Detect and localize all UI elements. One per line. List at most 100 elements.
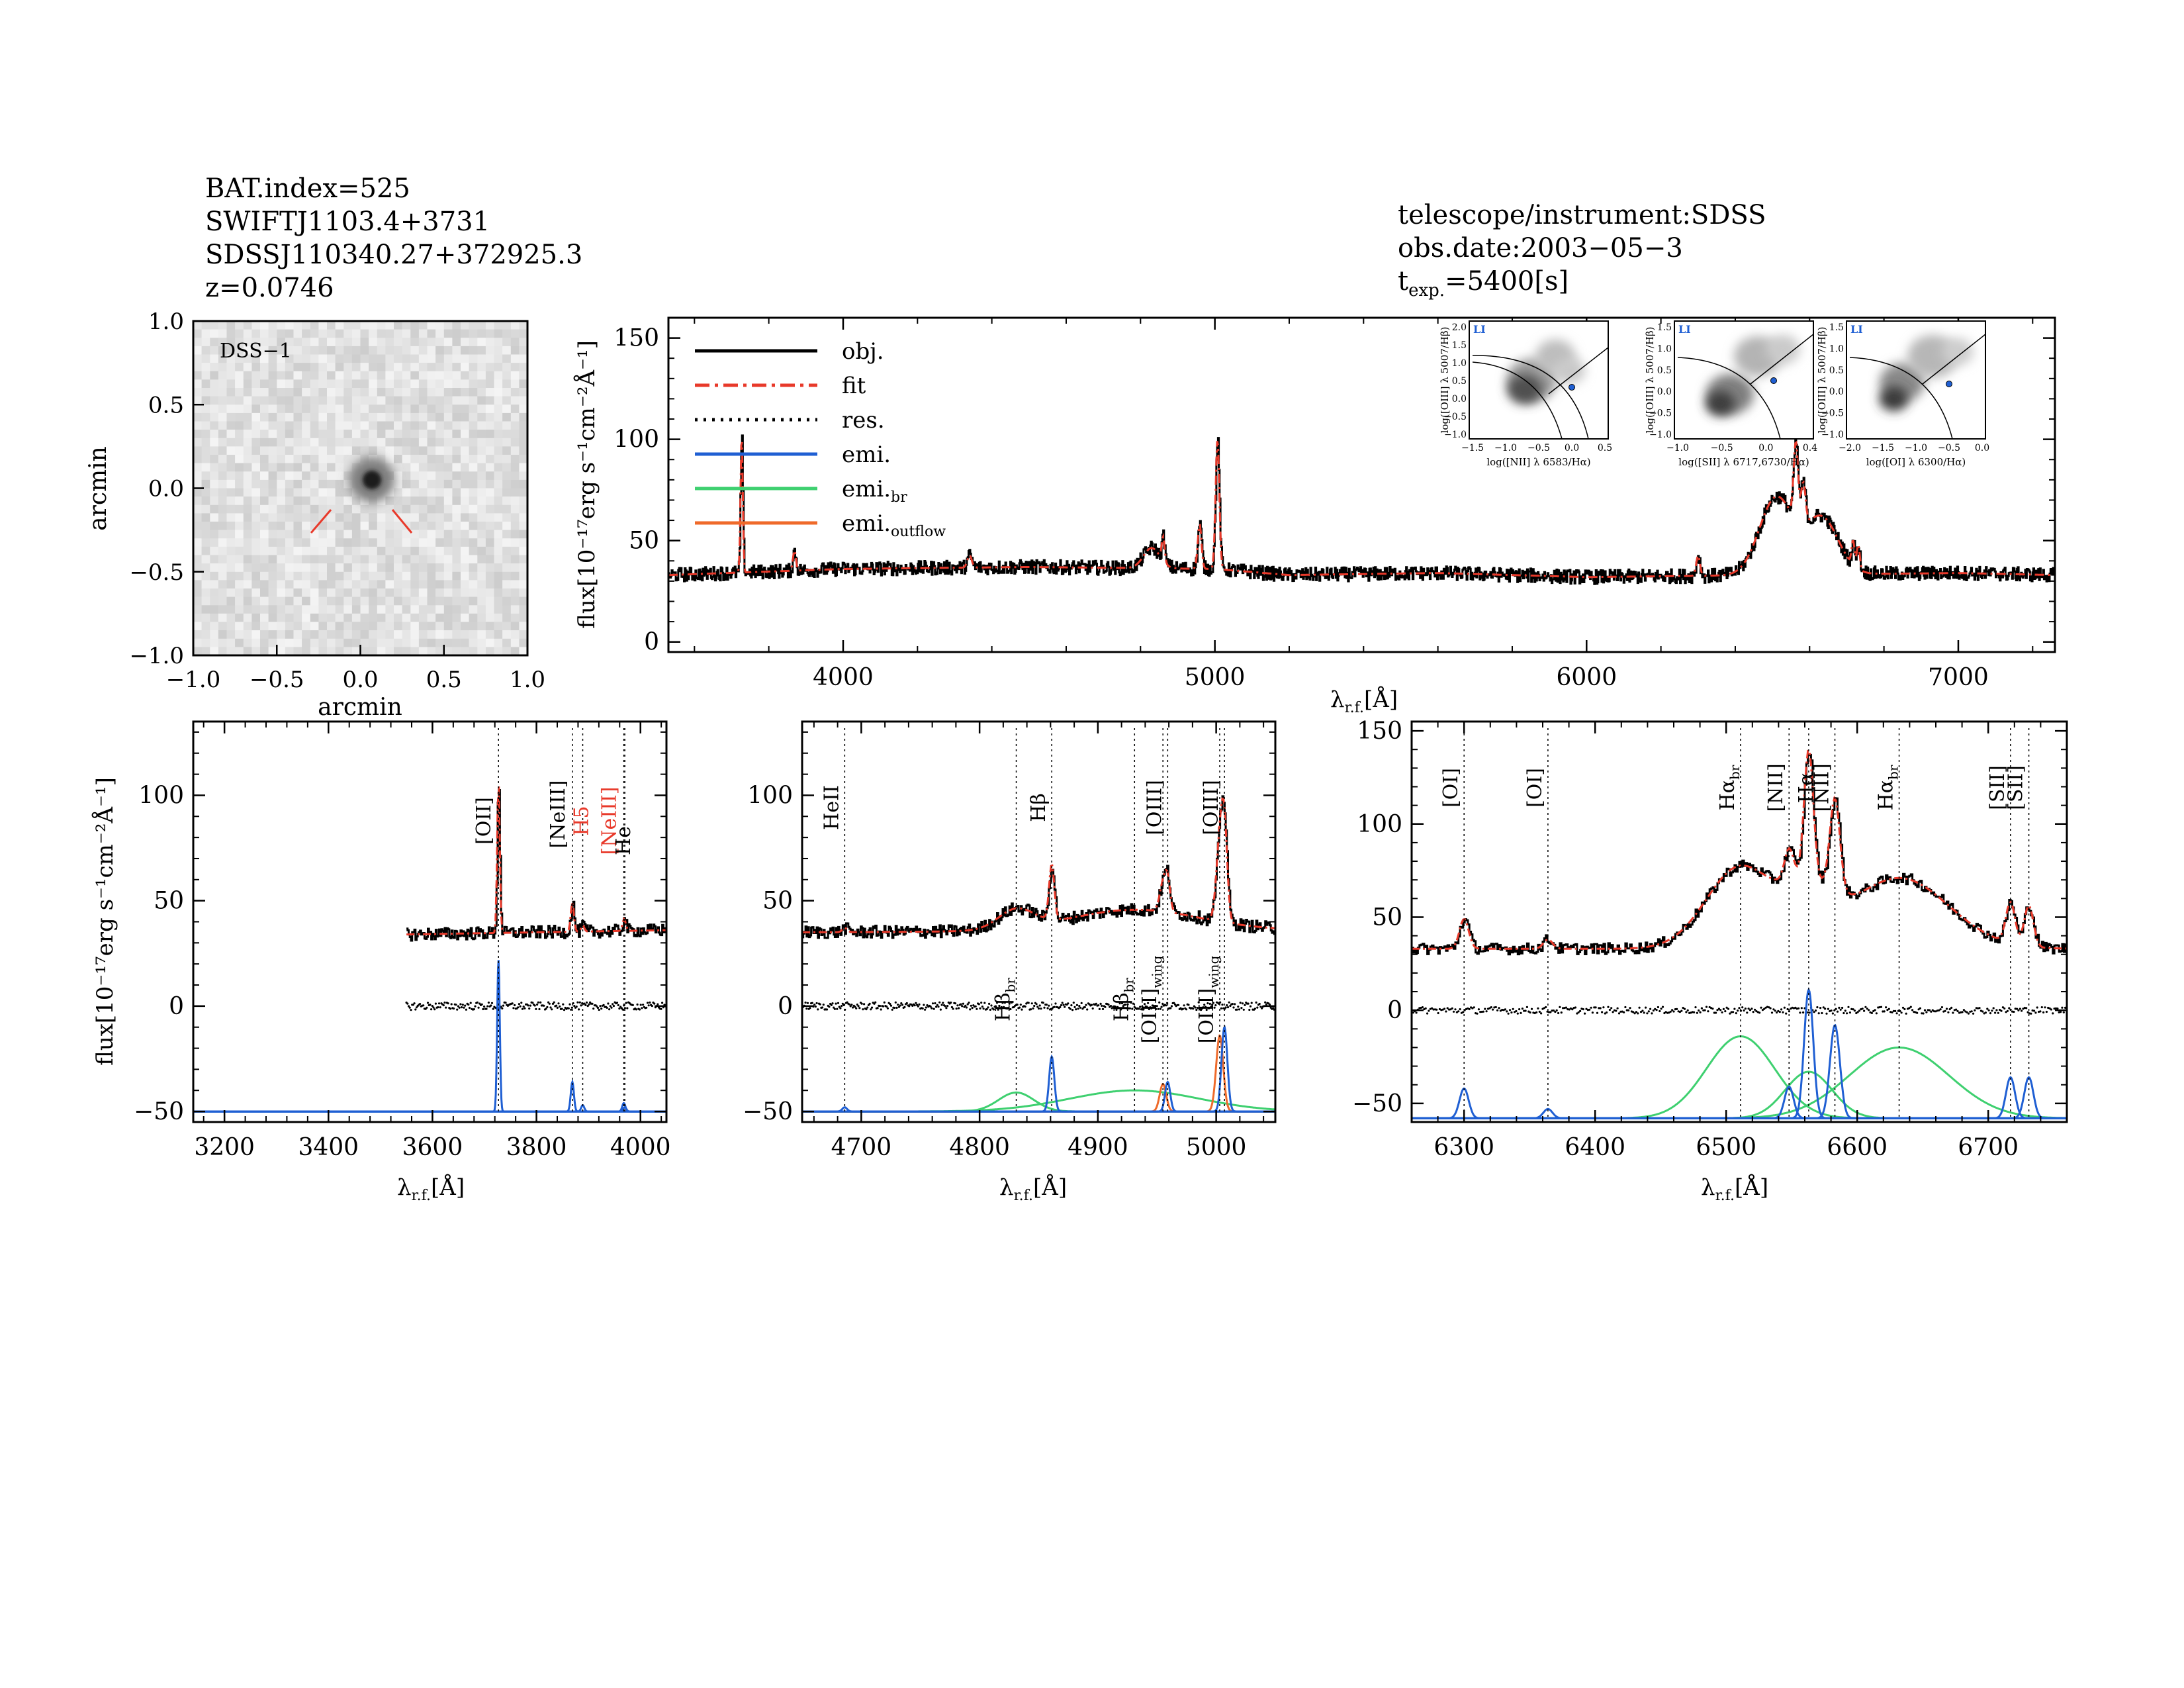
dss-pixel: [293, 513, 302, 522]
residual-point: [623, 1007, 627, 1009]
dss-pixel: [427, 530, 436, 539]
dss-pixel: [519, 588, 527, 598]
dss-pixel: [251, 438, 261, 447]
residual-point: [989, 1008, 991, 1011]
dss-pixel: [260, 546, 269, 556]
residual-point: [1768, 1006, 1770, 1009]
residual-point: [1062, 1004, 1065, 1006]
dss-pixel: [351, 513, 361, 522]
dss-pixel: [377, 412, 386, 422]
dss-pixel: [226, 580, 236, 589]
dss-pixel: [418, 538, 428, 547]
dss-pixel: [394, 496, 403, 506]
residual-point: [559, 1005, 561, 1008]
dss-pixel: [510, 513, 520, 522]
dss-pixel: [443, 638, 453, 647]
dss-pixel: [435, 546, 445, 556]
residual-point: [1831, 1012, 1834, 1015]
dss-pixel: [343, 430, 353, 439]
dss-pixel: [418, 329, 428, 338]
dss-pixel: [218, 563, 228, 573]
bpt-y-tick-label: 1.0: [1829, 344, 1844, 354]
residual-point: [1009, 1008, 1012, 1011]
dss-pixel: [360, 563, 369, 573]
residual-point: [966, 1003, 969, 1006]
dss-pixel: [452, 346, 461, 355]
dss-pixel: [461, 630, 470, 639]
dss-pixel: [402, 404, 411, 414]
dss-pixel: [260, 530, 269, 539]
residual-point: [1870, 1011, 1873, 1014]
residual-point: [905, 1002, 908, 1005]
dss-pixel: [519, 563, 527, 573]
residual-point: [1962, 1009, 1965, 1011]
dss-pixel: [335, 321, 344, 330]
dss-pixel: [435, 563, 445, 573]
bpt-y-tick-label: 0.5: [1657, 365, 1672, 376]
dss-pixel: [510, 329, 520, 338]
dss-pixel: [318, 412, 328, 422]
dss-pixel: [427, 488, 436, 497]
residual-point: [841, 1005, 843, 1008]
residual-point: [1660, 1008, 1662, 1010]
dss-pixel: [360, 329, 369, 338]
dss-pixel: [235, 638, 244, 647]
bpt-ylabel: log([OIII] λ 5007/Hβ): [1439, 327, 1451, 434]
dss-pixel: [285, 388, 295, 397]
bpt-class-tag: LI: [1850, 323, 1863, 336]
dss-pixel: [351, 638, 361, 647]
residual-point: [1040, 1008, 1042, 1010]
dss-pixel: [469, 329, 478, 338]
dss-pixel: [302, 471, 311, 481]
residual-point: [1101, 1004, 1103, 1007]
dss-pixel: [418, 596, 428, 606]
dss-pixel: [277, 388, 286, 397]
dss-pixel: [385, 622, 394, 631]
residual-point: [1992, 1007, 1995, 1009]
dss-pixel: [201, 588, 210, 598]
dss-pixel: [218, 488, 228, 497]
dss-pixel: [360, 363, 369, 372]
residual-point: [880, 1008, 882, 1011]
dss-pixel: [277, 580, 286, 589]
dss-pixel: [418, 479, 428, 489]
residual-point: [1738, 1007, 1741, 1009]
dss-pixel: [193, 638, 203, 647]
dss-pixel: [318, 538, 328, 547]
dss-pixel: [461, 463, 470, 472]
dss-pixel: [394, 605, 403, 614]
residual-point: [1956, 1009, 1959, 1013]
x-tick-label: 4000: [813, 664, 874, 691]
dss-pixel: [343, 530, 353, 539]
dss-pixel: [452, 338, 461, 347]
dss-pixel: [410, 371, 420, 380]
dss-pixel: [410, 396, 420, 405]
residual-point: [1782, 1011, 1784, 1013]
dss-pixel: [402, 363, 411, 372]
residual-point: [1038, 1004, 1041, 1007]
residual-point: [490, 1002, 494, 1004]
dss-pixel: [469, 363, 478, 372]
dss-pixel: [369, 596, 378, 606]
dss-pixel: [477, 496, 486, 506]
dss-pixel: [243, 412, 252, 422]
residual-point: [1593, 1006, 1596, 1009]
dss-pixel: [377, 321, 386, 330]
dss-pixel: [318, 588, 328, 598]
dss-pixel: [277, 630, 286, 639]
dss-pixel: [494, 338, 503, 347]
dss-pixel: [369, 530, 378, 539]
dss-pixel: [277, 596, 286, 606]
residual-point: [1048, 1004, 1050, 1007]
residual-point: [1253, 1008, 1256, 1010]
residual-point: [1619, 1010, 1622, 1013]
dss-pixel: [377, 379, 386, 389]
residual-point: [647, 1004, 650, 1007]
dss-pixel: [410, 404, 420, 414]
dss-pixel: [277, 555, 286, 564]
residual-point: [445, 1006, 447, 1009]
dss-pixel: [302, 371, 311, 380]
dss-pixel: [469, 588, 478, 598]
dss-pixel: [502, 546, 512, 556]
dss-pixel: [494, 321, 503, 330]
